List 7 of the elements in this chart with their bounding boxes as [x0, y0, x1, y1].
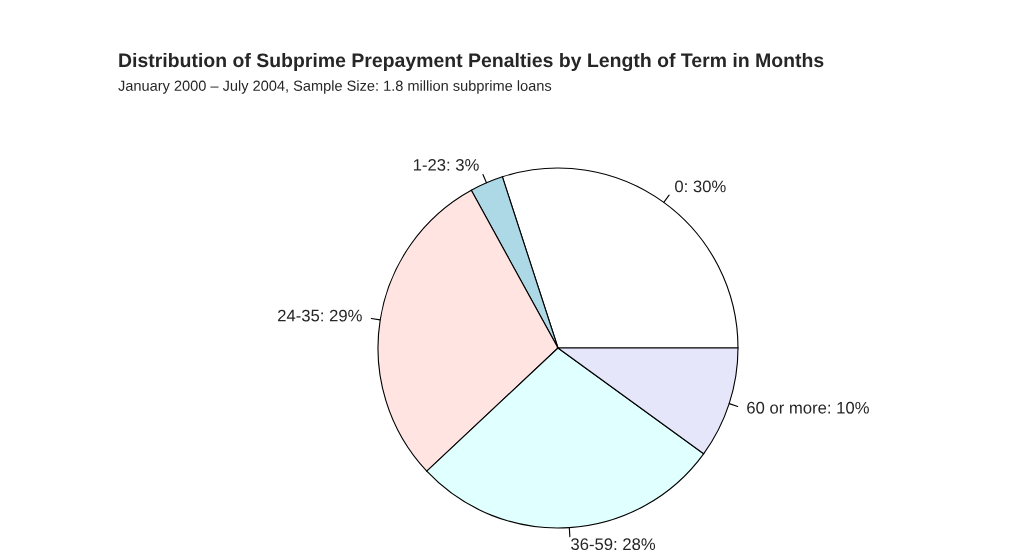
slice-label: 1-23: 3%	[413, 158, 479, 171]
chart-subtitle: January 2000 – July 2004, Sample Size: 1.8 million subprime loans	[118, 80, 552, 94]
slice-label: 24-35: 29%	[278, 309, 362, 322]
slice-label: 36-59: 28%	[571, 538, 656, 551]
slice-label: 0: 30%	[675, 180, 726, 193]
chart-title: Distribution of Subprime Prepayment Penalties by Length of Term in Months	[119, 52, 824, 72]
slice-label: 60 or more: 10%	[747, 401, 869, 414]
